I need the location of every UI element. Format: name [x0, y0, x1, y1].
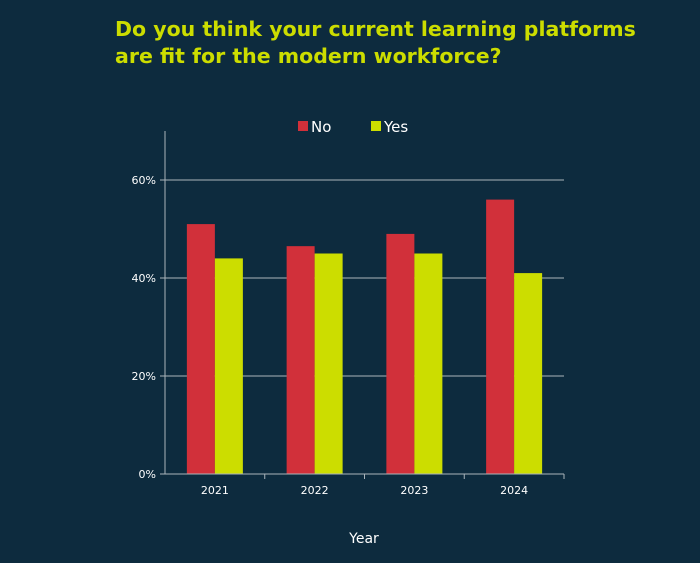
y-tick-label: 20%: [132, 370, 156, 383]
bar-yes-2023: [414, 253, 443, 474]
bar-no-2023: [386, 233, 415, 474]
x-tick-label: 2022: [301, 484, 329, 497]
bar-yes-2021: [214, 258, 243, 474]
chart-title-line-2: are fit for the modern workforce?: [115, 44, 502, 68]
chart-title-line-1: Do you think your current learning platf…: [115, 17, 636, 41]
y-tick-label: 40%: [132, 272, 156, 285]
bar-no-2022: [286, 246, 315, 474]
x-tick-label: 2024: [500, 484, 528, 497]
x-tick-label: 2023: [400, 484, 428, 497]
x-tick-label: 2021: [201, 484, 229, 497]
axes: [160, 131, 565, 479]
bars: [186, 199, 543, 474]
legend-label-no: No: [311, 118, 331, 136]
bar-no-2021: [186, 224, 215, 474]
legend-swatch-no: [298, 121, 308, 131]
y-tick-label: 0%: [139, 468, 156, 481]
bar-no-2024: [486, 199, 515, 474]
x-axis-title: Year: [348, 531, 379, 547]
bar-yes-2022: [314, 253, 343, 474]
legend: No Yes: [298, 118, 408, 136]
tick-labels: 0% 20% 40% 60% 2021 2022 2023 2024: [132, 174, 529, 497]
legend-swatch-yes: [371, 121, 381, 131]
legend-label-yes: Yes: [383, 118, 408, 136]
bar-yes-2024: [514, 273, 543, 474]
y-tick-label: 60%: [132, 174, 156, 187]
